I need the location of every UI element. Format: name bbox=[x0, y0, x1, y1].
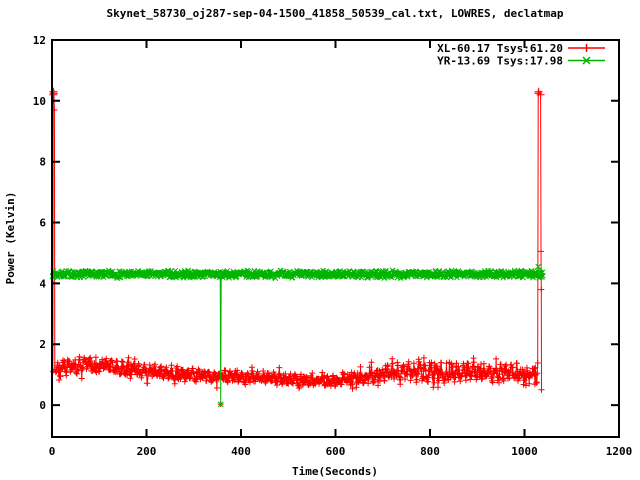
series-group bbox=[49, 87, 546, 408]
x-tick-label: 800 bbox=[420, 445, 440, 458]
x-tick-label: 0 bbox=[49, 445, 56, 458]
chart-title: Skynet_58730_oj287-sep-04-1500_41858_505… bbox=[107, 7, 564, 20]
legend-sample-yr-cross-icon bbox=[568, 56, 605, 65]
x-tick-label: 1200 bbox=[606, 445, 633, 458]
legend-label-yr: YR-13.69 Tsys:17.98 bbox=[437, 55, 563, 68]
x-tick-label: 200 bbox=[137, 445, 157, 458]
y-tick-label: 10 bbox=[33, 95, 46, 108]
xl-series-markers bbox=[49, 87, 545, 408]
xl-series-line bbox=[52, 90, 542, 390]
axis-tick-labels: 0 200 400 600 800 1000 1200 0 2 4 6 8 10 12 bbox=[33, 34, 633, 458]
axis-ticks bbox=[51, 39, 620, 437]
y-tick-label: 8 bbox=[39, 156, 46, 169]
y-tick-label: 0 bbox=[39, 399, 46, 412]
y-axis-label: Power (Kelvin) bbox=[4, 192, 17, 285]
x-tick-label: 1000 bbox=[511, 445, 538, 458]
legend: XL-60.17 Tsys:61.20 YR-13.69 Tsys:17.98 bbox=[437, 42, 605, 68]
y-tick-label: 4 bbox=[39, 277, 46, 290]
legend-sample-xl-plus-icon bbox=[568, 44, 605, 52]
x-axis-label: Time(Seconds) bbox=[292, 465, 378, 478]
legend-label-xl: XL-60.17 Tsys:61.20 bbox=[437, 42, 563, 55]
y-tick-label: 2 bbox=[39, 338, 46, 351]
x-tick-label: 400 bbox=[231, 445, 251, 458]
y-tick-label: 12 bbox=[33, 34, 46, 47]
y-tick-label: 6 bbox=[39, 217, 46, 230]
tick-marks bbox=[51, 39, 620, 437]
x-tick-label: 600 bbox=[326, 445, 346, 458]
